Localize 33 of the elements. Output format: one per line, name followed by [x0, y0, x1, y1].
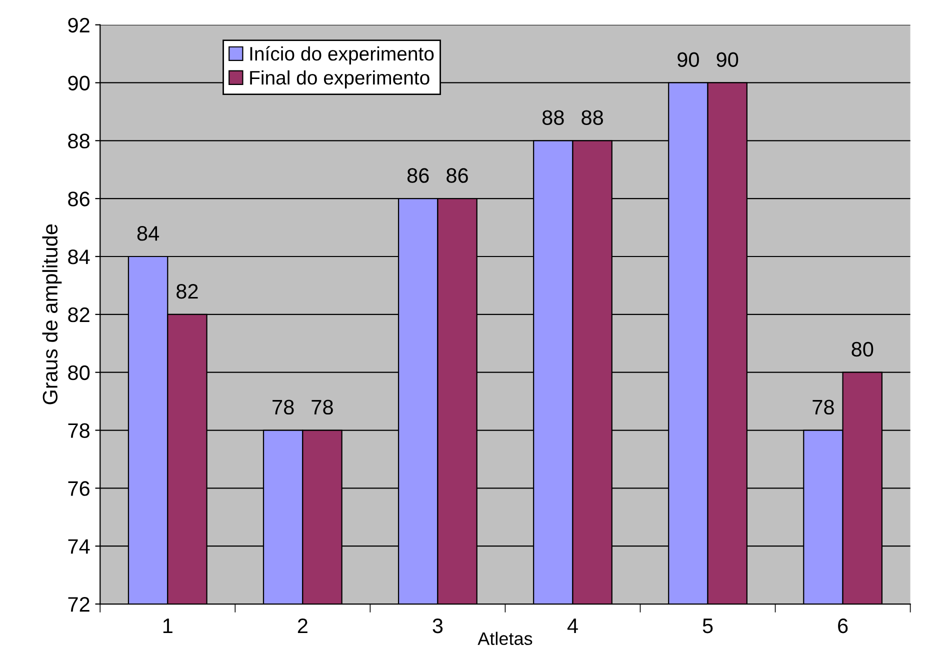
y-tick-label: 84 [68, 250, 90, 264]
y-tick-label: 88 [68, 134, 90, 148]
x-tick-label: 5 [702, 618, 713, 634]
y-tick-label: 76 [68, 481, 90, 496]
legend-label: Início do experimento [250, 46, 434, 65]
data-label: 78 [312, 400, 333, 415]
y-tick-label: 80 [68, 365, 90, 380]
data-label: 80 [852, 342, 874, 357]
data-label: 78 [812, 400, 834, 415]
y-tick-label: 72 [68, 597, 90, 612]
x-axis-title: Atletas [478, 632, 532, 646]
y-tick-label: 82 [68, 307, 90, 322]
y-tick-label: 78 [68, 423, 90, 438]
legend-label: Final do experimento [250, 70, 430, 88]
y-tick-label: 90 [68, 76, 90, 90]
y-axis-title: Graus de amplitude [42, 224, 62, 404]
data-label: 82 [176, 284, 198, 299]
data-label: 86 [407, 168, 429, 183]
data-label: 86 [446, 168, 468, 183]
data-label: 90 [678, 52, 699, 68]
data-label: 90 [716, 52, 738, 68]
data-label: 84 [137, 226, 160, 241]
y-tick-label: 74 [68, 539, 90, 554]
x-tick-label: 3 [432, 618, 443, 634]
x-tick-label: 2 [298, 618, 308, 634]
y-tick-label: 86 [68, 192, 90, 206]
y-tick-label: 92 [68, 18, 90, 33]
data-label: 78 [272, 400, 294, 415]
x-tick-label: 1 [163, 618, 172, 634]
data-label: 88 [542, 110, 564, 125]
data-label: 88 [582, 110, 603, 125]
x-tick-label: 6 [838, 618, 848, 634]
x-tick-label: 4 [567, 618, 578, 634]
